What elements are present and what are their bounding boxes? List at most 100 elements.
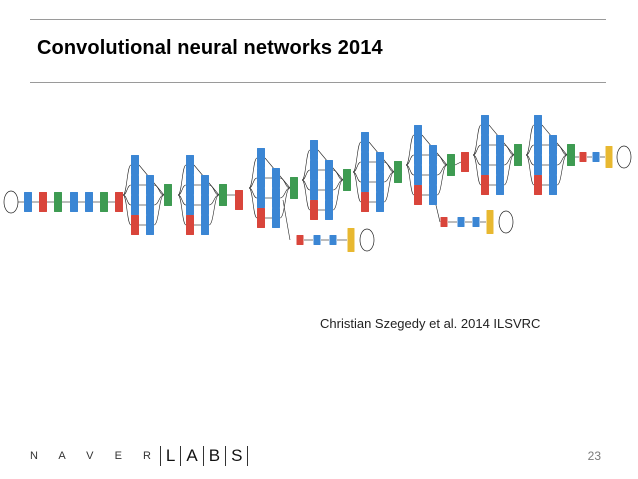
concat-layer-box (219, 184, 227, 206)
conv-layer-box (472, 217, 480, 227)
diagram-edge (454, 161, 462, 166)
conv-layer-box (549, 175, 557, 195)
conv-layer-box (310, 180, 318, 200)
softmax-layer-box (486, 210, 494, 234)
conv-layer-box (361, 132, 369, 152)
logo-labs-letter: B (208, 446, 221, 465)
diagram-edge (248, 157, 258, 189)
diagram-edge (208, 194, 220, 206)
concat-layer-box (290, 177, 298, 199)
diagram-edge (556, 154, 568, 166)
page-number: 23 (587, 449, 601, 463)
conv-layer-box (481, 115, 489, 135)
concat-layer-box (100, 192, 108, 212)
conv-layer-box (534, 115, 542, 135)
diagram-edge (279, 187, 291, 219)
pool-layer-box (257, 208, 265, 228)
conv-layer-box (146, 195, 154, 215)
diagram-edge (248, 187, 258, 219)
diagram-edge (279, 177, 291, 189)
diagram-edge (503, 154, 515, 166)
top-divider (30, 19, 606, 20)
diagram-edge (122, 194, 132, 206)
conv-layer-box (496, 175, 504, 195)
conv-layer-box (361, 152, 369, 172)
conv-layer-box (325, 180, 333, 200)
pool-layer-box (361, 192, 369, 212)
conv-layer-box (549, 155, 557, 175)
diagram-edge (472, 124, 482, 156)
diagram-edge (503, 154, 515, 186)
conv-layer-box (131, 155, 139, 175)
conv-layer-box (257, 168, 265, 188)
pool-layer-box (131, 215, 139, 235)
diagram-edge (383, 171, 395, 183)
diagram-edge (301, 179, 311, 211)
conv-layer-box (429, 165, 437, 185)
diagram-edge (525, 144, 535, 156)
diagram-edge (352, 171, 362, 183)
pool-layer-box (115, 192, 123, 212)
diagram-edge (332, 179, 344, 191)
conv-layer-box (376, 192, 384, 212)
diagram-edge (405, 164, 415, 176)
diagram-edge (301, 179, 311, 191)
final-output-node (616, 145, 632, 169)
diagram-edge (153, 194, 165, 226)
conv-layer-box (201, 215, 209, 235)
conv-layer-box (131, 195, 139, 215)
diagram-edge (177, 194, 187, 206)
pool-layer-box (461, 152, 469, 172)
diagram-edge (556, 154, 568, 186)
diagram-edge (301, 169, 311, 181)
diagram-edge (332, 179, 344, 211)
conv-layer-box (414, 165, 422, 185)
pool-layer-box (579, 152, 587, 162)
diagram-edge (405, 134, 415, 166)
pool-layer-box (296, 235, 304, 245)
pool-layer-box (440, 217, 448, 227)
conv-layer-box (534, 135, 542, 155)
diagram-edge (383, 161, 395, 173)
aux1-output-node (359, 228, 375, 252)
diagram-edge (472, 144, 482, 156)
concat-layer-box (447, 154, 455, 176)
diagram-edge (405, 154, 415, 166)
pool-layer-box (481, 175, 489, 195)
conv-layer-box (496, 135, 504, 155)
title-divider (30, 82, 606, 83)
diagram-edge (556, 144, 568, 156)
concat-layer-box (394, 161, 402, 183)
diagram-edge (122, 164, 132, 196)
citation: Christian Szegedy et al. 2014 ILSVRC (320, 316, 541, 331)
diagram-edge (503, 144, 515, 156)
diagram-edge (248, 187, 258, 199)
diagram-edge (279, 187, 291, 199)
conv-layer-box (85, 192, 93, 212)
diagram-edge (352, 161, 362, 173)
input-node (3, 190, 19, 214)
conv-layer-box (313, 235, 321, 245)
pool-layer-box (310, 200, 318, 220)
conv-layer-box (186, 195, 194, 215)
diagram-edge (472, 154, 482, 186)
conv-layer-box (325, 200, 333, 220)
logo-labs: L A B S (159, 446, 249, 466)
diagram-edge (332, 169, 344, 181)
conv-layer-box (257, 148, 265, 168)
pool-layer-box (186, 215, 194, 235)
concat-layer-box (567, 144, 575, 166)
conv-layer-box (429, 185, 437, 205)
softmax-layer-box (605, 146, 613, 168)
diagram-edge (525, 154, 535, 186)
diagram-edge (122, 184, 132, 196)
diagram-edge (153, 184, 165, 196)
conv-layer-box (376, 152, 384, 172)
conv-layer-box (325, 160, 333, 180)
diagram-edge (436, 164, 448, 176)
logo-naver-text: N A V E R (30, 450, 160, 462)
conv-layer-box (376, 172, 384, 192)
diagram-edge (177, 164, 187, 196)
conv-layer-box (146, 215, 154, 235)
